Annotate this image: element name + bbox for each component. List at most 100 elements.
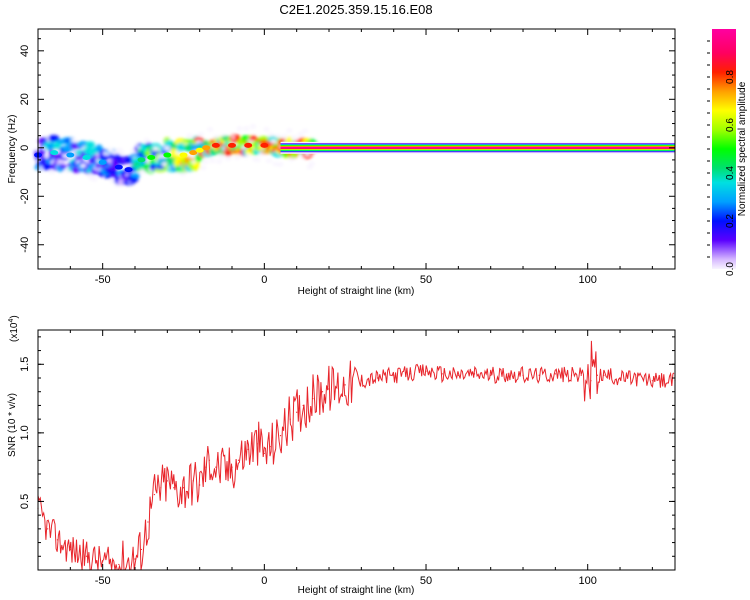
spectrogram-halo: [179, 172, 186, 177]
snr-xtick-label: 0: [261, 575, 267, 587]
snr-point: [237, 459, 240, 461]
snr-xtick-label: -50: [95, 575, 111, 587]
snr-point: [409, 373, 411, 375]
snr-point: [247, 448, 249, 450]
spectrogram-xtick-label: 100: [579, 274, 597, 286]
snr-point: [506, 373, 508, 375]
spectrogram-frame: [37, 28, 676, 270]
snr-frame: [37, 329, 676, 571]
snr-point: [441, 373, 443, 375]
spectrogram-ytick-label: -20: [19, 188, 31, 204]
spectrogram-panel: -50 0 50 100 -40 -20 0 20 40 Height of straight …: [7, 28, 676, 297]
spectrogram-ridge-cell: [211, 142, 220, 148]
spectrogram-halo: [250, 124, 257, 129]
spectrogram-halo: [91, 177, 98, 182]
snr-ytick-label: 0.5: [19, 494, 31, 509]
snr-data: [37, 340, 676, 571]
spectrogram-cell: [104, 174, 113, 179]
snr-point: [69, 548, 71, 551]
snr-point: [134, 558, 136, 560]
snr-point: [192, 480, 194, 482]
snr-point: [153, 493, 156, 496]
spectrogram-ridge-cell: [228, 142, 237, 148]
spectrogram-ridge-cell: [179, 152, 188, 158]
snr-ytick-label: 1.0: [19, 425, 31, 440]
snr-point: [312, 397, 314, 400]
spectrogram-halo: [107, 148, 114, 153]
spectrogram-halo: [71, 138, 78, 143]
spectrogram-halo: [207, 127, 214, 132]
spectrogram-ridge-cell: [244, 142, 253, 148]
snr-point: [296, 411, 298, 413]
spectrogram-halo: [286, 128, 293, 133]
spectrogram-cell: [58, 164, 67, 169]
spectrogram-ridge-cell: [98, 159, 107, 165]
snr-point: [47, 528, 49, 530]
spectrogram-ridge-cell: [82, 154, 91, 160]
snr-xtick-label: 50: [420, 575, 432, 587]
spectrogram-ridge-cell: [137, 157, 146, 163]
spectrogram-cell: [42, 163, 53, 171]
spectrogram-halo: [306, 165, 313, 170]
spectrogram-ytick-label: -40: [19, 237, 31, 253]
spectrogram-ridge-cell: [114, 164, 123, 170]
snr-point: [425, 370, 427, 372]
snr-point: [263, 452, 265, 455]
spectrogram-halo: [265, 158, 272, 163]
colorbar-tick-label: 0.8: [725, 70, 736, 84]
spectrogram-cell: [150, 143, 162, 150]
spectrogram-halo: [270, 139, 277, 144]
spectrogram-xtick-label: 50: [420, 274, 432, 286]
spectrogram-ytick-label: 40: [19, 45, 31, 57]
snr-point: [321, 391, 324, 393]
snr-xtick-label: 100: [579, 575, 597, 587]
spectrogram-band: [280, 146, 675, 149]
spectrogram-halo: [197, 131, 204, 136]
spectrogram-halo: [308, 161, 315, 166]
snr-panel: -50 0 50 100 0.5 1.0 1.5 Height of straight li…: [7, 315, 676, 596]
spectrogram-ridge-cell: [195, 147, 204, 153]
snr-ytick-label: 1.5: [19, 357, 31, 372]
snr-point: [457, 374, 459, 376]
spectrogram-halo: [297, 131, 304, 136]
spectrogram-ridge-cell: [50, 150, 59, 156]
snr-point: [85, 555, 88, 557]
snr-point: [199, 484, 201, 486]
spectrogram-data: [34, 124, 675, 188]
spectrogram-halo: [216, 159, 223, 164]
snr-ylabel: SNR (10 * v/v): [7, 393, 18, 457]
spectrogram-halo: [218, 154, 225, 159]
snr-point: [166, 480, 168, 482]
snr-multiplier-prefix: (x10: [9, 322, 20, 342]
snr-xlabel: Height of straight line (km): [298, 585, 415, 596]
spectrogram-halo: [225, 156, 232, 161]
spectrogram-halo: [234, 155, 241, 160]
snr-point: [147, 521, 149, 523]
spectrogram-halo: [152, 146, 159, 151]
spectrogram-halo: [48, 170, 55, 175]
snr-point: [490, 374, 492, 376]
snr-plot-area: [38, 330, 675, 570]
spectrogram-halo: [164, 146, 171, 151]
spectrogram-cell: [123, 156, 134, 164]
snr-multiplier-exponent: 4: [8, 319, 15, 323]
snr-point: [182, 487, 185, 489]
colorbar-tick-label: 0.0: [725, 262, 736, 276]
snr-point: [603, 374, 605, 376]
snr-line: [37, 340, 675, 571]
snr-point: [587, 370, 589, 372]
snr-point: [554, 373, 556, 375]
snr-point: [651, 380, 653, 382]
spectrogram-halo: [302, 128, 309, 133]
snr-point: [208, 459, 210, 461]
spectrogram-ytick-label: 20: [19, 93, 31, 105]
snr-point: [56, 539, 59, 541]
spectrogram-xtick-label: 0: [261, 274, 267, 286]
spectrogram-cell: [85, 141, 95, 149]
snr-point: [140, 548, 143, 551]
colorbar-tick-label: 0.2: [725, 214, 736, 228]
spectrogram-halo: [143, 138, 150, 143]
snr-point: [619, 377, 621, 379]
spectrogram-halo: [202, 159, 209, 164]
spectrogram-halo: [274, 133, 281, 138]
